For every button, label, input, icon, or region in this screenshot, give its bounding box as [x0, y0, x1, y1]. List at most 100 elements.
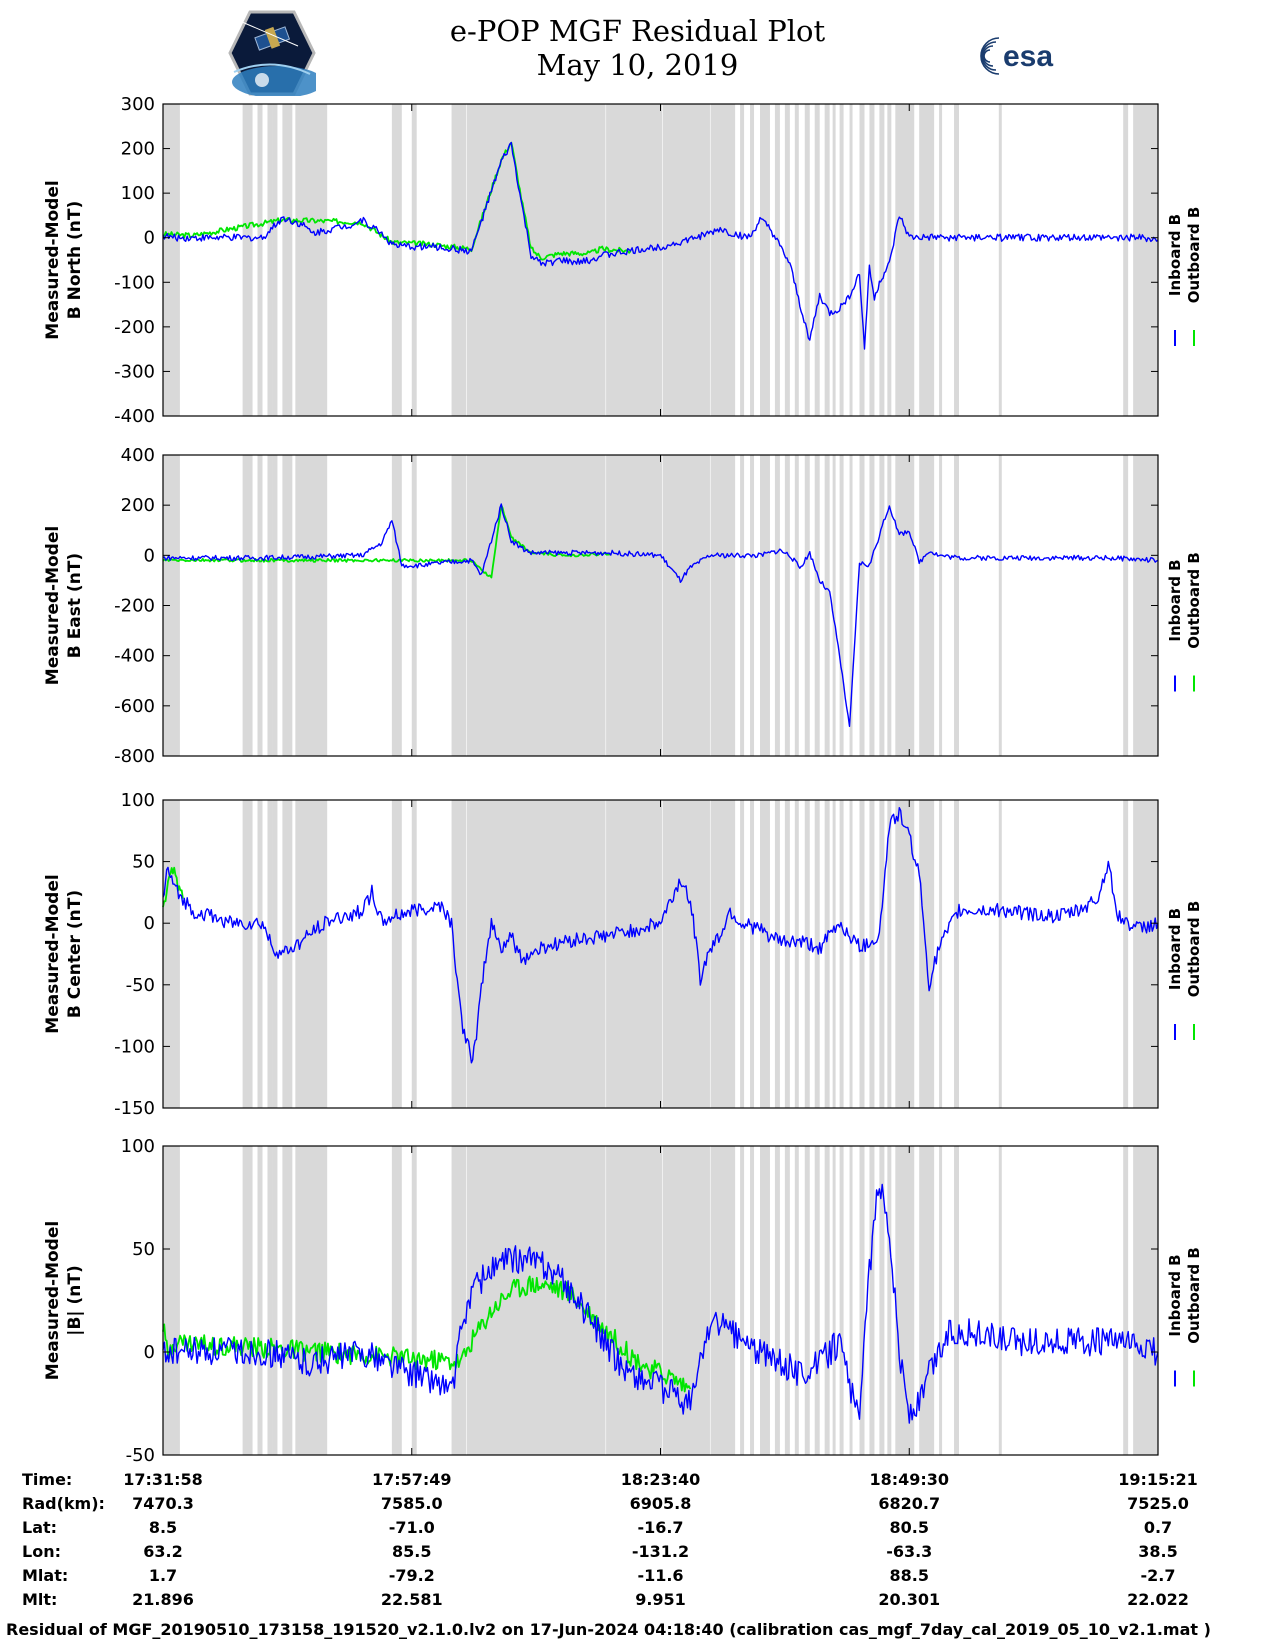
shade-interval [954, 800, 959, 1108]
shade-interval [740, 104, 745, 416]
shade-interval [391, 1146, 402, 1455]
shade-interval [272, 455, 278, 756]
series-outboard-line [162, 866, 184, 908]
info-row-label: Mlt: [22, 1590, 58, 1609]
shade-interval [839, 455, 844, 756]
shade-interval [824, 104, 830, 416]
shade-interval [939, 1146, 943, 1455]
y-tick-label: 200 [121, 495, 155, 516]
shade-interval [824, 800, 830, 1108]
y-tick-label: -50 [126, 1445, 155, 1466]
shade-interval [282, 800, 293, 1108]
info-value: 38.5 [1138, 1542, 1178, 1561]
legend-inboard-label: Inboard B [1166, 559, 1184, 641]
y-tick-label: 0 [144, 228, 155, 249]
shade-interval [391, 104, 402, 416]
y-axis-label: Measured-Model [43, 180, 63, 339]
shade-interval [998, 455, 1002, 756]
info-value: -16.7 [637, 1518, 684, 1537]
info-value: 0.7 [1143, 1518, 1173, 1537]
shade-interval [1133, 104, 1158, 416]
shade-interval [814, 1146, 820, 1455]
info-value: 7525.0 [1127, 1494, 1189, 1513]
shade-interval [451, 800, 736, 1108]
info-row-label: Mlat: [22, 1566, 69, 1585]
legend-outboard-label: Outboard B [1185, 552, 1203, 649]
shade-interval [804, 1146, 810, 1455]
y-tick-label: -50 [126, 975, 155, 996]
info-value: 7470.3 [132, 1494, 194, 1513]
info-row-label: Lat: [22, 1518, 58, 1537]
shade-interval [267, 455, 273, 756]
legend-outboard-label: Outboard B [1185, 901, 1203, 998]
shade-interval [411, 800, 417, 1108]
info-row: Lon: 63.2 85.5 -131.2 -63.3 38.5 [0, 1542, 1275, 1564]
shade-interval [774, 800, 780, 1108]
shade-interval [919, 1146, 935, 1455]
shade-interval [887, 1146, 892, 1455]
info-row-label: Lon: [22, 1542, 61, 1561]
shade-interval [267, 104, 273, 416]
info-row: Lat: 8.5 -71.0 -16.7 80.5 0.7 [0, 1518, 1275, 1540]
shade-interval [1133, 800, 1158, 1108]
info-value: 19:15:21 [1118, 1470, 1198, 1489]
shade-interval [295, 455, 328, 756]
shade-interval [267, 1146, 273, 1455]
info-value: 8.5 [148, 1518, 178, 1537]
legend-inboard-label: Inboard B [1166, 908, 1184, 990]
shade-interval [295, 800, 328, 1108]
info-value: -2.7 [1140, 1566, 1176, 1585]
plot-title: e-POP MGF Residual Plot May 10, 2019 [0, 14, 1275, 82]
shade-interval [163, 104, 180, 416]
shade-interval [998, 104, 1002, 416]
shade-interval [869, 104, 875, 416]
shade-interval [824, 455, 830, 756]
cassiope-logo [228, 10, 316, 96]
shade-interval [411, 1146, 417, 1455]
y-tick-label: -300 [114, 361, 155, 382]
shade-interval [750, 104, 755, 416]
series-inboard-line [162, 1183, 1159, 1424]
panel-2: 400 200 0 -200 -400 -600 -800 Measured-Model B E… [43, 445, 1203, 767]
info-value: 17:31:58 [123, 1470, 203, 1489]
info-value: -71.0 [388, 1518, 435, 1537]
y-tick-label: -150 [114, 1098, 155, 1119]
shade-interval [774, 1146, 780, 1455]
series-inboard-line [162, 141, 1159, 350]
shade-interval [859, 104, 865, 416]
shade-interval [242, 104, 253, 416]
y-axis-label: Measured-Model [43, 526, 63, 685]
shade-interval [839, 104, 844, 416]
y-tick-label: 400 [121, 445, 155, 466]
shade-interval [869, 800, 875, 1108]
shade-interval [740, 455, 745, 756]
shade-interval [451, 1146, 736, 1455]
shade-interval [1123, 455, 1129, 756]
y-tick-label: -400 [114, 646, 155, 667]
shade-interval [267, 800, 273, 1108]
shade-interval [242, 1146, 253, 1455]
shade-interval [939, 455, 943, 756]
footer-caption: Residual of MGF_20190510_173158_191520_v… [6, 1620, 1211, 1639]
y-axis-label: B North (nT) [65, 201, 85, 320]
y-tick-label: 50 [132, 852, 155, 873]
shade-interval [163, 455, 180, 756]
legend-outboard-label: Outboard B [1185, 207, 1203, 304]
shade-interval [760, 455, 770, 756]
shade-interval [282, 455, 293, 756]
shade-interval [774, 104, 780, 416]
y-tick-label: -200 [114, 596, 155, 617]
esa-logo: esa [980, 37, 1053, 75]
legend-inboard-label: Inboard B [1166, 1254, 1184, 1336]
y-tick-label: 100 [121, 790, 155, 811]
shade-interval [750, 800, 755, 1108]
shade-interval [998, 1146, 1002, 1455]
info-value: -131.2 [631, 1542, 690, 1561]
shade-interval [814, 455, 820, 756]
info-value: 21.896 [132, 1590, 194, 1609]
info-value: -11.6 [637, 1566, 684, 1585]
shade-interval [1123, 104, 1129, 416]
shade-interval [954, 455, 959, 756]
info-row: Rad(km): 7470.3 7585.0 6905.8 6820.7 7525.0 [0, 1494, 1275, 1516]
info-value: 6820.7 [878, 1494, 941, 1513]
